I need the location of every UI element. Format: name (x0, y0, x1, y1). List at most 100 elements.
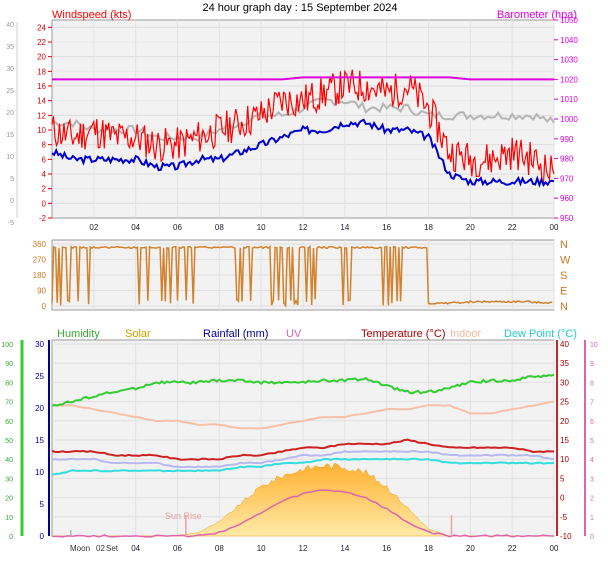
windspeed-axis-label: Windspeed (kts) (52, 9, 131, 21)
windspeed-tick: 20 (37, 53, 46, 62)
temp-x-tick: 06 (173, 544, 182, 553)
temp-x-tick: 14 (340, 544, 349, 553)
rain-tick: 5 (40, 500, 45, 509)
humidity-tick: 70 (5, 400, 13, 407)
outer-windspeed-tick: -5 (8, 220, 14, 227)
wind-x-tick: 16 (382, 223, 391, 232)
outer-windspeed-tick: 10 (6, 154, 14, 161)
temp-x-tick: 16 (382, 544, 391, 553)
direction-tick: 0 (42, 302, 47, 311)
direction-tick: 180 (33, 271, 47, 280)
rain-tick: 0 (40, 532, 45, 541)
humidity-line (51, 373, 555, 407)
barometer-tick: 1050 (560, 16, 578, 25)
temp-x-tick: 00 (550, 544, 559, 553)
wind-x-tick: 22 (508, 223, 517, 232)
barometer-tick: 960 (560, 194, 574, 203)
barometer-tick: 1030 (560, 56, 578, 65)
moonset-x-label: 02 (96, 544, 105, 553)
rain-tick: 25 (35, 372, 44, 381)
rain-tick: 20 (35, 404, 44, 413)
wind-x-tick: 10 (257, 223, 266, 232)
wind-x-tick: 12 (299, 223, 308, 232)
windspeed-tick: 8 (42, 141, 47, 150)
wind-gust-line (51, 69, 555, 186)
legend-temperature: Temperature (°C) (361, 328, 445, 340)
legend-uv: UV (286, 328, 302, 340)
humidity-tick: 80 (5, 380, 13, 387)
uv-tick: 7 (590, 400, 594, 407)
outer-windspeed-tick: 0 (10, 198, 14, 205)
windspeed-tick: 4 (42, 170, 47, 179)
temp-tick: 5 (560, 474, 565, 483)
direction-compass-tick: E (560, 286, 567, 298)
humidity-tick: 50 (5, 438, 13, 445)
wind-x-tick: 00 (550, 223, 559, 232)
wind-x-tick: 20 (466, 223, 475, 232)
barometer-axis-label: Barometer (hpa) (497, 9, 577, 21)
legend-indoor: Indoor (450, 328, 482, 340)
humidity-tick: 10 (5, 515, 13, 522)
wind-direction-line (51, 245, 553, 308)
temp-tick: 40 (560, 340, 569, 349)
legend-rainfall: Rainfall (mm) (203, 328, 268, 340)
rain-tick: 10 (35, 468, 44, 477)
temp-x-tick: 08 (215, 544, 224, 553)
direction-compass-tick: N (560, 239, 568, 251)
barometer-line (52, 76, 554, 81)
barometer-tick: 970 (560, 174, 574, 183)
wind-x-tick: 14 (340, 223, 349, 232)
humidity-tick: 0 (9, 534, 13, 541)
uv-tick: 6 (590, 419, 594, 426)
outer-windspeed-tick: 25 (6, 88, 14, 95)
windspeed-tick: 0 (42, 199, 47, 208)
barometer-tick: 990 (560, 135, 574, 144)
temp-x-tick: 20 (466, 544, 475, 553)
humidity-tick: 90 (5, 361, 13, 368)
windspeed-tick: 6 (42, 155, 47, 164)
humidity-tick: 20 (5, 496, 13, 503)
direction-compass-tick: N (560, 301, 568, 313)
temp-x-tick: 12 (299, 544, 308, 553)
temp-x-tick: 22 (508, 544, 517, 553)
set-label: Set (106, 544, 119, 553)
outer-windspeed-tick: 15 (6, 132, 14, 139)
uv-tick: 0 (590, 534, 594, 541)
uv-tick: 8 (590, 380, 594, 387)
outer-windspeed-tick: 30 (6, 66, 14, 73)
uv-tick: 3 (590, 476, 594, 483)
barometer-tick: 950 (560, 214, 574, 223)
feels-like-line (51, 449, 555, 469)
wind-average-line (51, 118, 555, 188)
humidity-tick: 30 (5, 476, 13, 483)
legend-dewpoint: Dew Point (°C) (504, 328, 577, 340)
windspeed-tick: 16 (37, 82, 46, 91)
temp-tick: 15 (560, 436, 569, 445)
outer-windspeed-tick: 20 (6, 110, 14, 117)
chart-title: 24 hour graph day : 15 September 2024 (202, 2, 397, 14)
outer-windspeed-tick: 40 (6, 22, 14, 29)
dewpoint-line (51, 457, 555, 476)
direction-tick: 360 (33, 240, 47, 249)
direction-tick: 90 (37, 287, 46, 296)
direction-compass-tick: W (560, 255, 571, 267)
windspeed-tick: 10 (37, 126, 46, 135)
temp-x-tick: 04 (131, 544, 140, 553)
temp-tick: 0 (560, 494, 565, 503)
windspeed-tick: -2 (39, 214, 47, 223)
temp-tick: 35 (560, 359, 569, 368)
humidity-tick: 40 (5, 457, 13, 464)
temp-tick: 25 (560, 398, 569, 407)
temp-tick: 30 (560, 378, 569, 387)
uv-tick: 5 (590, 438, 594, 445)
temp-x-tick: 10 (257, 544, 266, 553)
moon-label: Moon (70, 544, 90, 553)
indoor-temp-line (51, 400, 555, 430)
barometer-tick: 1010 (560, 95, 578, 104)
rain-tick: 15 (35, 436, 44, 445)
temp-x-tick: 18 (424, 544, 433, 553)
temperature-line (51, 438, 555, 461)
uv-tick: 10 (590, 342, 598, 349)
